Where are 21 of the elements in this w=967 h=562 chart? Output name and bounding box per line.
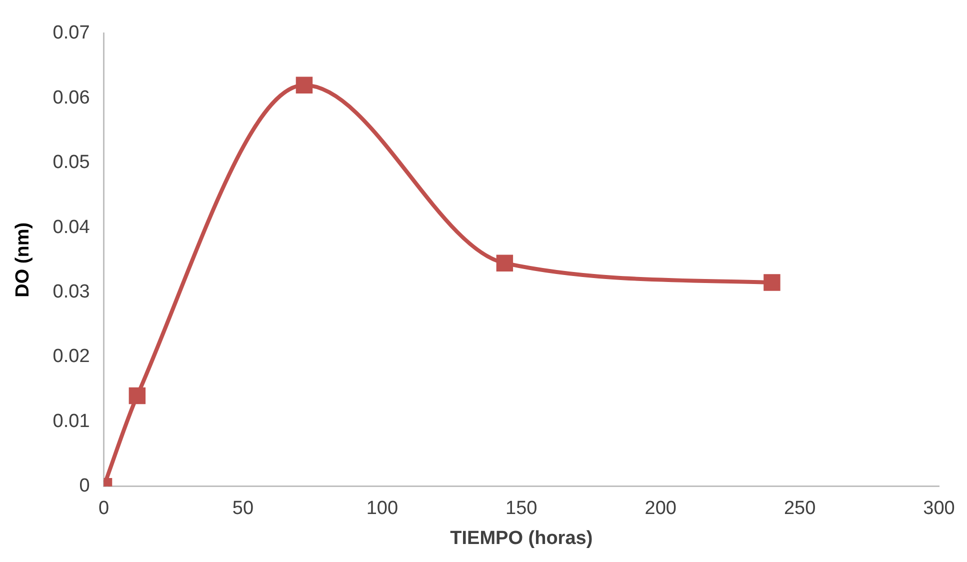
y-axis-title: DO (nm) <box>12 222 34 298</box>
x-tick-label: 0 <box>98 498 110 520</box>
x-tick-label: 300 <box>923 498 955 520</box>
x-tick-label: 100 <box>366 498 398 520</box>
x-tick-label: 200 <box>644 498 676 520</box>
y-tick-label: 0.02 <box>52 346 90 368</box>
point <box>296 76 313 94</box>
point <box>496 254 514 272</box>
point <box>128 387 146 404</box>
y-tick-label: 0.04 <box>52 216 90 238</box>
y-tick-label: 0.03 <box>52 281 90 302</box>
x-tick-label: 250 <box>784 498 816 520</box>
x-tick-label: 50 <box>232 498 254 520</box>
x-tick-label: 150 <box>506 498 538 520</box>
x-axis-title: TIEMPO (horas) <box>450 528 593 549</box>
point <box>764 274 780 291</box>
y-tick-label: 0.01 <box>52 410 90 432</box>
y-tick-label: 0.05 <box>52 152 90 174</box>
y-tick-label: 0.07 <box>52 22 90 44</box>
y-tick-label: 0.06 <box>52 87 90 108</box>
y-tick-label: 0 <box>79 476 90 497</box>
